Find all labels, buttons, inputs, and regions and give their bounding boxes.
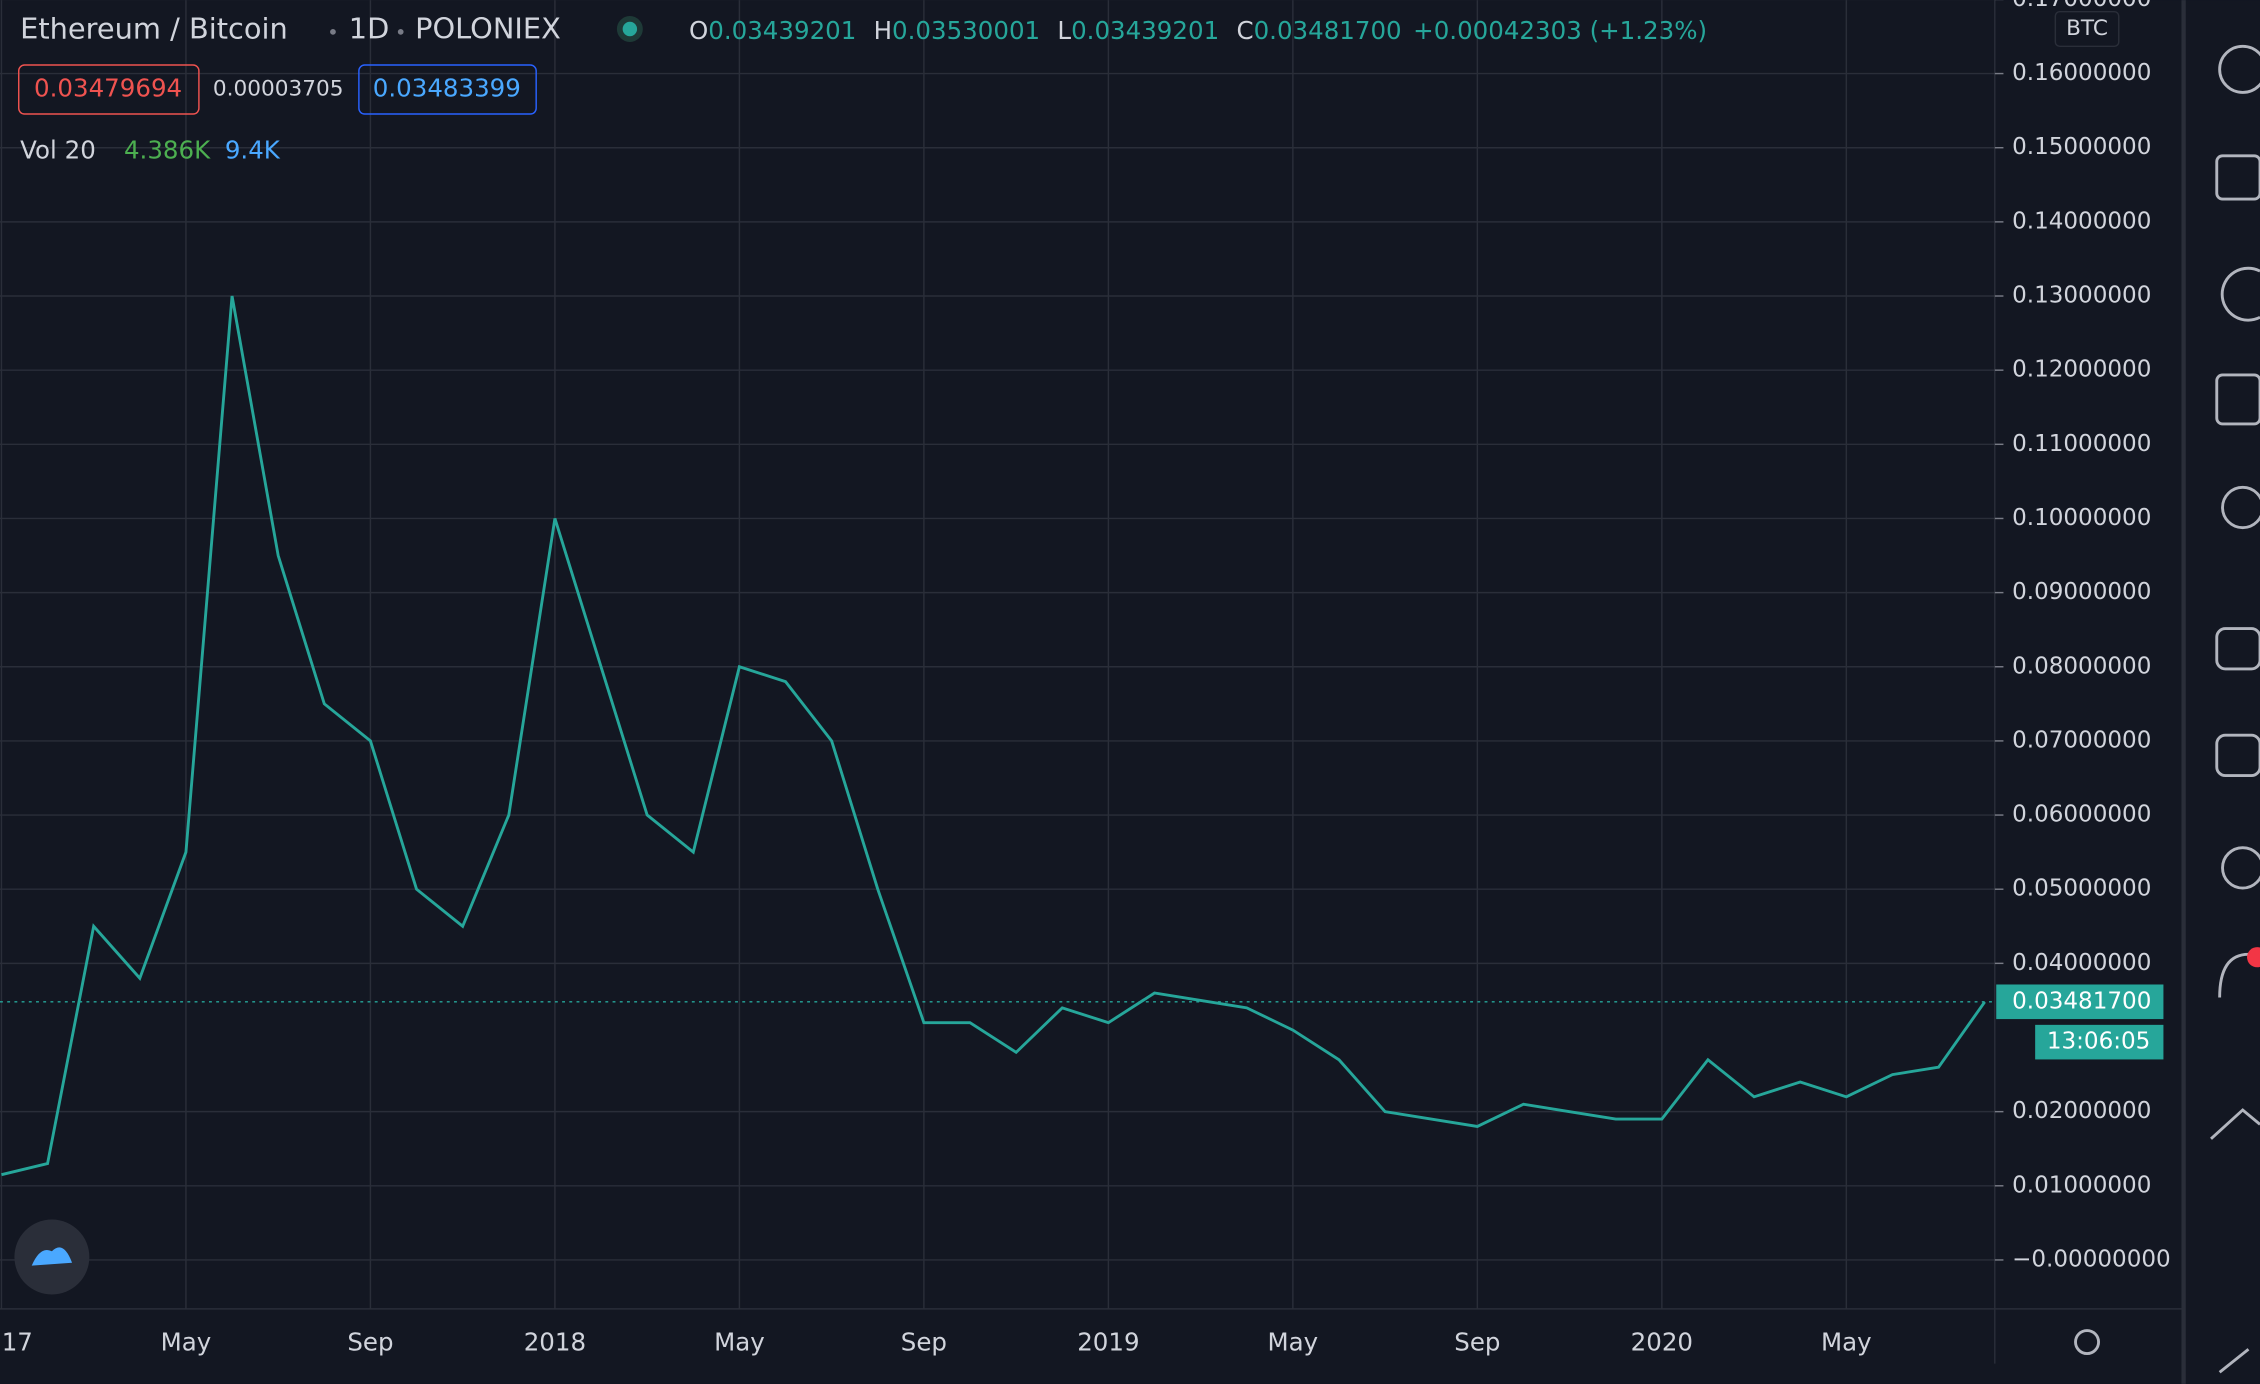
price-tag — [1996, 984, 2164, 1020]
y-tick-label: 0.06000000 — [2012, 802, 2151, 828]
y-tick-label: 0.17000000 — [2012, 0, 2151, 12]
currency: BTC — [2066, 16, 2108, 41]
ask: 0.03483399 — [373, 74, 521, 103]
ohlc-value: 0.03439201 — [708, 16, 856, 45]
y-tick-label: 0.10000000 — [2012, 505, 2151, 531]
x-tick-label: 2019 — [1077, 1327, 1139, 1356]
ohlc: O0.03439201 H0.03530001 L0.03439201 C0.0348… — [689, 16, 1707, 45]
toolbar — [2210, 44, 2260, 1374]
ohlc-value: 0.03481700 — [1254, 16, 1402, 45]
volume-value: 4.386K — [124, 136, 211, 165]
y-tick-label: 0.08000000 — [2012, 653, 2151, 679]
separator — [330, 28, 336, 35]
y-tick-label: 0.07000000 — [2012, 727, 2151, 753]
volume-value: 9.4K — [225, 136, 281, 165]
y-tick-label: 0.05000000 — [2012, 876, 2151, 902]
y-tick-label: 0.01000000 — [2012, 1172, 2151, 1198]
price-tag-label: 0.03481700 — [2012, 988, 2151, 1014]
price-line — [1, 295, 1986, 1177]
x-tick-label: 2020 — [1631, 1327, 1693, 1356]
interval: 1D — [349, 11, 390, 45]
exchange: POLONIEX — [415, 11, 561, 45]
y-tick-label: 0.11000000 — [2012, 431, 2151, 457]
tool-icon[interactable] — [2218, 1348, 2250, 1374]
ohlc-key: O — [689, 16, 708, 45]
y-tick-label: −0.00000000 — [2012, 1246, 2171, 1272]
x-tick-label: May — [714, 1327, 765, 1356]
tool-icon[interactable] — [2218, 952, 2249, 998]
y-tick-label: 0.02000000 — [2012, 1098, 2151, 1124]
y-tick-label: 0.12000000 — [2012, 357, 2151, 383]
y-tick-label: 0.15000000 — [2012, 134, 2151, 160]
x-tick-label: May — [1821, 1327, 1872, 1356]
ohlc-key: L — [1057, 16, 1071, 45]
spread: 0.00003705 — [213, 77, 344, 102]
status-dot — [622, 21, 638, 37]
ohlc-value: 0.03530001 — [892, 16, 1040, 45]
tool-icon[interactable] — [2215, 373, 2260, 426]
x-tick-label: Sep — [901, 1327, 947, 1356]
settings-icon[interactable] — [2074, 1329, 2101, 1356]
change: +0.00042303 (+1.23%) — [1413, 16, 1707, 45]
alert-badge — [2247, 947, 2260, 968]
grid — [0, 0, 1995, 1309]
symbol: Ethereum / Bitcoin — [20, 11, 288, 45]
ask-box[interactable] — [358, 64, 537, 115]
volume-label: Vol 20 — [20, 136, 96, 165]
y-tick-label: 0.09000000 — [2012, 579, 2151, 605]
tool-icon[interactable] — [2220, 266, 2260, 322]
currency-box — [2054, 10, 2120, 48]
ohlc-value: 0.03439201 — [1071, 16, 1219, 45]
x-tick-label: Sep — [347, 1327, 393, 1356]
tool-icon[interactable] — [2210, 1108, 2260, 1140]
countdown-tag — [2035, 1024, 2164, 1060]
countdown: 13:06:05 — [2047, 1029, 2151, 1055]
tool-icon[interactable] — [2221, 485, 2260, 530]
tool-icon[interactable] — [2215, 733, 2260, 778]
x-tick-label: May — [161, 1327, 212, 1356]
y-tick-label: 0.13000000 — [2012, 283, 2151, 309]
y-tick-label: 0.14000000 — [2012, 208, 2151, 234]
tool-icon[interactable] — [2215, 154, 2260, 201]
price-axis: 0.17000000 0.16000000 0.15000000 0.14000000… — [1994, 0, 2171, 1272]
separator — [397, 28, 404, 35]
ohlc-key: C — [1236, 16, 1253, 45]
tool-icon[interactable] — [2215, 627, 2260, 671]
x-tick-label: 17 — [2, 1327, 33, 1356]
x-tick-label: May — [1268, 1327, 1319, 1356]
plot — [1, 295, 1986, 1177]
x-tick-label: 2018 — [524, 1327, 586, 1356]
bid: 0.03479694 — [34, 74, 182, 103]
y-tick-label: 0.16000000 — [2012, 60, 2151, 86]
tool-icon[interactable] — [2218, 44, 2260, 94]
x-tick-label: Sep — [1454, 1327, 1500, 1356]
bid-box[interactable] — [18, 64, 200, 115]
ohlc-key: H — [874, 16, 892, 45]
tool-icon[interactable] — [2221, 846, 2260, 890]
y-tick-label: 0.04000000 — [2012, 950, 2151, 976]
logo-mark — [31, 1247, 73, 1266]
